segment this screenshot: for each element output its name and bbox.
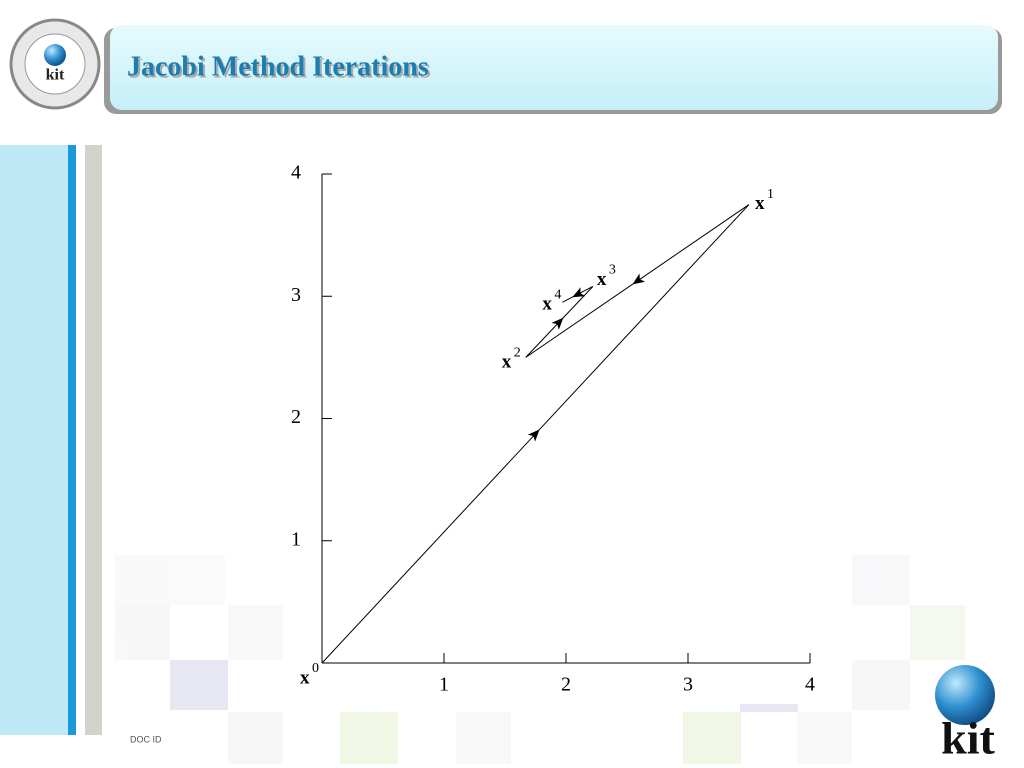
top-logo: kit xyxy=(9,18,101,110)
x-tick-label: 2 xyxy=(561,674,571,696)
x-tick-label: 1 xyxy=(439,674,449,696)
arrowhead xyxy=(572,287,586,298)
logo-text: kit xyxy=(941,713,995,764)
point-label: x xyxy=(755,193,765,214)
point-label-sup: 0 xyxy=(312,661,319,676)
point-label: x xyxy=(502,352,512,373)
arrowhead xyxy=(632,273,646,285)
y-tick-label: 3 xyxy=(291,284,301,306)
side-band xyxy=(0,145,68,735)
y-tick-label: 1 xyxy=(291,528,301,550)
bottom-logo: kit xyxy=(935,665,996,764)
point-label-sup: 2 xyxy=(514,346,521,361)
side-stripe xyxy=(68,145,76,735)
point-label-sup: 1 xyxy=(767,187,774,202)
header-box xyxy=(110,25,998,110)
logo-text: kit xyxy=(46,67,65,84)
side-stripe xyxy=(85,145,102,735)
point-label: x xyxy=(597,269,607,290)
title-shadow: Jacobi Method Iterations xyxy=(129,53,431,84)
point-label: x xyxy=(542,294,552,315)
background-tiles xyxy=(115,555,965,764)
arrowhead xyxy=(527,429,540,442)
point-label: x xyxy=(300,667,310,688)
point-label-sup: 4 xyxy=(554,288,561,303)
iteration-path xyxy=(321,204,750,664)
doc-id: DOC ID xyxy=(130,734,162,744)
title: Jacobi Method Iterations xyxy=(127,51,429,82)
arrowhead xyxy=(551,317,564,330)
y-tick-label: 2 xyxy=(291,406,301,428)
y-tick-label: 4 xyxy=(291,162,301,184)
x-tick-label: 3 xyxy=(683,674,693,696)
x-tick-label: 4 xyxy=(805,674,815,696)
point-label-sup: 3 xyxy=(609,263,616,278)
